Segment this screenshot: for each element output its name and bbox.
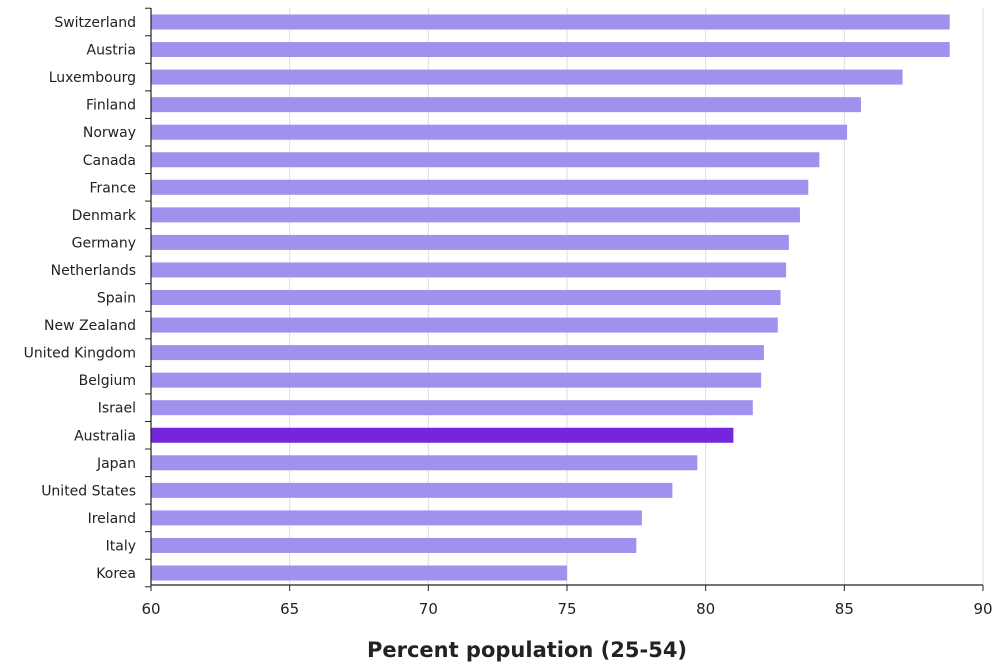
x-axis-title: Percent population (25-54) [367, 638, 687, 662]
category-label-canada: Canada [83, 153, 136, 169]
category-label-france: France [89, 180, 136, 196]
bars [151, 14, 950, 581]
bar-austria [151, 42, 950, 58]
category-label-luxembourg: Luxembourg [49, 70, 136, 86]
bar-new-zealand [151, 317, 778, 333]
category-label-japan: Japan [96, 456, 136, 472]
category-label-germany: Germany [72, 235, 136, 251]
bar-japan [151, 455, 698, 471]
x-tick-label-80: 80 [696, 600, 715, 618]
bar-denmark [151, 207, 800, 223]
bar-luxembourg [151, 69, 903, 85]
bar-spain [151, 290, 781, 305]
category-label-korea: Korea [96, 566, 136, 582]
category-label-italy: Italy [106, 538, 136, 554]
bar-france [151, 179, 809, 195]
x-tick-label-90: 90 [973, 600, 992, 618]
bar-korea [151, 565, 567, 581]
bar-netherlands [151, 262, 787, 278]
bar-canada [151, 152, 820, 168]
category-label-israel: Israel [98, 401, 136, 417]
x-tick-label-85: 85 [835, 600, 854, 618]
bar-norway [151, 124, 848, 140]
x-tick-label-75: 75 [557, 600, 576, 618]
category-label-spain: Spain [97, 291, 136, 307]
category-label-belgium: Belgium [79, 373, 136, 389]
category-label-united-states: United States [41, 483, 136, 499]
labels: 60 65 70 75 80 85 90 Switzerland Austria Luxembou… [24, 15, 993, 618]
category-label-austria: Austria [87, 43, 136, 59]
category-label-netherlands: Netherlands [51, 263, 136, 279]
bar-ireland [151, 510, 642, 526]
category-label-new-zealand: New Zealand [44, 318, 136, 334]
category-label-ireland: Ireland [88, 511, 136, 527]
category-label-switzerland: Switzerland [54, 15, 136, 31]
bar-finland [151, 97, 861, 113]
axes [145, 7, 984, 591]
bar-israel [151, 400, 753, 416]
category-label-norway: Norway [83, 125, 136, 141]
bar-switzerland [151, 14, 950, 30]
x-tick-label-65: 65 [280, 600, 299, 618]
bar-united-states [151, 482, 673, 498]
category-label-finland: Finland [86, 98, 136, 114]
category-label-australia: Australia [74, 428, 136, 444]
category-label-denmark: Denmark [72, 208, 137, 224]
x-tick-label-70: 70 [419, 600, 438, 618]
bar-united-kingdom [151, 345, 764, 361]
bar-australia [151, 427, 734, 443]
bar-belgium [151, 372, 762, 388]
category-label-united-kingdom: United Kingdom [24, 346, 136, 362]
bar-italy [151, 537, 637, 553]
x-tick-label-60: 60 [141, 600, 160, 618]
bar-germany [151, 234, 789, 250]
